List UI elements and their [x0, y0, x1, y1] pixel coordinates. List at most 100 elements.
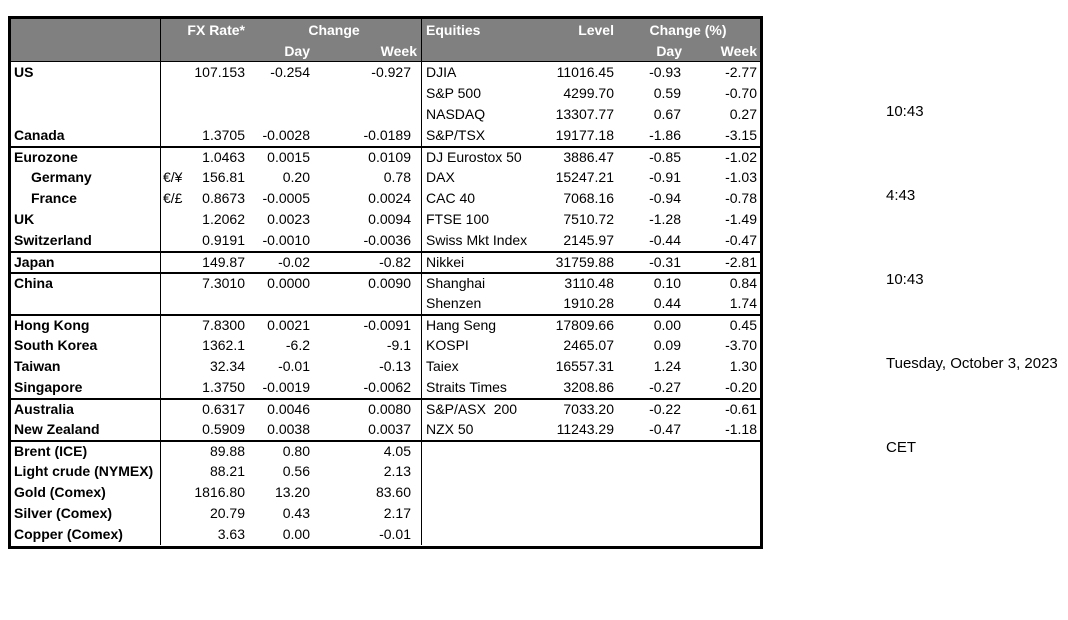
equity-level: 31759.88 [555, 254, 614, 270]
timestamp-line: Tuesday, October 3, 2023 [886, 355, 1058, 372]
col-header-change-pct: Change (%) [649, 21, 727, 38]
equity-level: 3886.47 [563, 149, 614, 165]
market-row: China 7.3010 0.0000 0.0090 Shanghai 3110… [11, 272, 760, 293]
row-label: Gold (Comex) [11, 482, 161, 503]
equity-week-change: -1.49 [725, 211, 757, 227]
equity-name: FTSE 100 [426, 211, 490, 227]
market-row: Hong Kong 7.8300 0.0021 -0.0091 Hang Sen… [11, 314, 760, 335]
fx-day-change: -0.0010 [262, 232, 310, 248]
fx-week-change: 0.0080 [312, 400, 422, 419]
fx-week-change: 0.0090 [312, 274, 422, 293]
fx-day-change: -0.02 [278, 254, 310, 270]
equity-level: 2465.07 [563, 337, 614, 353]
equity-name: S&P 500 [426, 85, 482, 101]
equity-day-change: 0.09 [653, 337, 681, 353]
equity-level: 7068.16 [563, 190, 614, 206]
market-row: NASDAQ 13307.77 0.67 0.27 [11, 104, 760, 125]
fx-day-change: -0.0028 [262, 127, 310, 143]
col-header-eq-day: Day [656, 42, 682, 59]
row-label: Canada [11, 125, 161, 146]
fx-week-change: -0.01 [312, 524, 422, 545]
equity-name: Swiss Mkt Index [426, 232, 528, 248]
market-row: Brent (ICE) 89.88 0.80 4.05 [11, 440, 760, 461]
fx-rate-value: 0.6317 [202, 401, 245, 417]
table-body: US 107.153 -0.254 -0.927 DJIA 11016.45 -… [11, 62, 760, 545]
equity-name: Shenzen [426, 295, 482, 311]
timestamp-line: CET [886, 439, 916, 456]
row-label: Switzerland [11, 230, 161, 251]
row-label [11, 293, 161, 314]
market-row: Japan 149.87 -0.02 -0.82 Nikkei 31759.88… [11, 251, 760, 272]
market-row: Germany €/¥ 156.81 0.20 0.78 DAX 15247.2… [11, 167, 760, 188]
equity-level: 1910.28 [563, 295, 614, 311]
equity-level: 13307.77 [555, 106, 614, 122]
fx-day-change: 0.0046 [267, 401, 310, 417]
equity-week-change: 1.30 [729, 358, 757, 374]
equity-day-change: -1.86 [649, 127, 681, 143]
fx-rate-value: 1.3705 [202, 127, 245, 143]
equity-name: Shanghai [426, 275, 486, 291]
fx-rate-value: 88.21 [209, 463, 245, 479]
col-header-change: Change [247, 19, 422, 40]
fx-day-change: 0.43 [282, 505, 310, 521]
market-row: S&P 500 4299.70 0.59 -0.70 [11, 83, 760, 104]
equity-level: 3110.48 [564, 275, 614, 291]
fx-week-change: -0.13 [312, 356, 422, 377]
equity-day-change: 0.10 [653, 275, 681, 291]
header-blank-cell [11, 19, 161, 40]
equity-name: DJIA [426, 64, 457, 80]
fx-rate-value: 1362.1 [202, 337, 245, 353]
equity-level: 17809.66 [555, 317, 614, 333]
equity-level: 15247.21 [555, 169, 614, 185]
footer-notes: Source: Reuters EIKON. * FX Rate for USD… [9, 551, 776, 620]
fx-rate-value: 107.153 [194, 64, 245, 80]
fx-week-change: -0.927 [312, 62, 422, 83]
fx-week-change: -0.0036 [312, 230, 422, 251]
row-label: Hong Kong [11, 316, 161, 335]
equity-name: Straits Times [426, 379, 507, 395]
equity-week-change: 0.84 [729, 275, 757, 291]
row-label: Brent (ICE) [11, 442, 161, 461]
equity-day-change: -0.31 [649, 254, 681, 270]
currency-pair: €/¥ [163, 169, 183, 185]
fx-week-change: -0.0189 [312, 125, 422, 146]
equity-week-change: -0.47 [725, 232, 757, 248]
fx-day-change: 0.20 [282, 169, 310, 185]
row-label: US [11, 62, 161, 83]
fx-week-change: -0.82 [312, 253, 422, 272]
fx-day-change: 0.0000 [267, 275, 310, 291]
row-label: Japan [11, 253, 161, 272]
equity-name: KOSPI [426, 337, 469, 353]
fx-week-change: 0.0109 [312, 148, 422, 167]
row-label: Singapore [11, 377, 161, 398]
equity-day-change: -0.47 [649, 421, 681, 437]
market-row: Singapore 1.3750 -0.0019 -0.0062 Straits… [11, 377, 760, 398]
equity-name: S&P/ASX 200 [426, 401, 518, 417]
fx-week-change: 2.13 [312, 461, 422, 482]
col-header-fx-week: Week [312, 40, 422, 61]
header-row-1: FX Rate* Change Equities Level Change (%… [11, 19, 760, 40]
col-header-eq-week: Week [720, 42, 757, 59]
fx-day-change: -6.2 [285, 337, 310, 353]
fx-day-change: 0.00 [282, 526, 310, 542]
equity-day-change: -1.28 [649, 211, 681, 227]
fx-week-change: -9.1 [312, 335, 422, 356]
header-blank-cell [11, 40, 161, 61]
equity-level: 7510.72 [563, 211, 614, 227]
fx-day-change: 13.20 [274, 484, 310, 500]
equity-name: NASDAQ [426, 106, 486, 122]
col-header-fx-day: Day [284, 42, 310, 59]
equity-name: Taiex [426, 358, 459, 374]
col-header-equities: Equities [426, 21, 481, 38]
row-label: Silver (Comex) [11, 503, 161, 524]
fx-rate-value: 1.3750 [202, 379, 245, 395]
fx-rate-value: 7.8300 [202, 317, 245, 333]
fx-day-change: 0.0021 [267, 317, 310, 333]
market-row: France €/£ 0.8673 -0.0005 0.0024 CAC 40 … [11, 188, 760, 209]
equity-name: S&P/TSX [426, 127, 486, 143]
equity-week-change: -2.81 [725, 254, 757, 270]
equity-level: 2145.97 [563, 232, 614, 248]
equity-day-change: 0.00 [653, 317, 681, 333]
fx-day-change: 0.0038 [267, 421, 310, 437]
equity-name: CAC 40 [426, 190, 476, 206]
